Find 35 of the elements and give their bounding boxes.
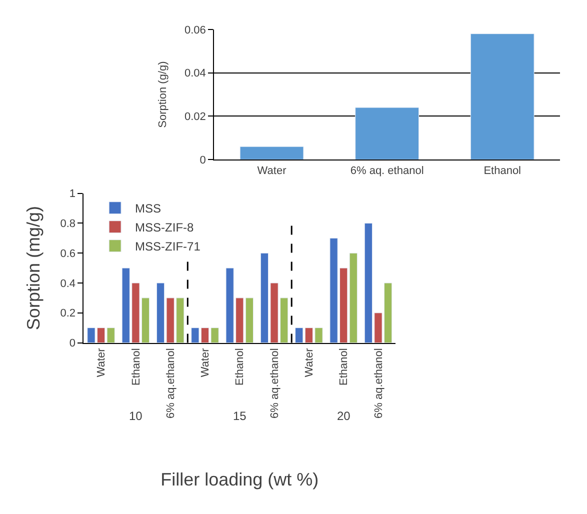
y-tick-label: 0.02 (184, 111, 206, 124)
y-tick-label: 0.8 (60, 218, 76, 230)
y-tick-label: 0 (200, 154, 206, 166)
y-tick-label: 0.6 (60, 248, 76, 260)
text: 15 (233, 409, 247, 423)
legend-label: MSS-ZIF-8 (135, 220, 194, 235)
x-tick-label: Ethanol (338, 348, 350, 386)
x-tick-label: Water (200, 348, 212, 378)
x-tick-label: 6% aq.ethanol (372, 348, 385, 419)
y-tick-label: 1 (69, 188, 76, 200)
x-axis-title: Filler loading (wt %) (160, 470, 319, 490)
x-tick-label: Ethanol (130, 348, 142, 386)
bar (355, 107, 420, 160)
legend-label: MSS-ZIF-71 (135, 240, 201, 254)
bar (470, 34, 534, 160)
x-tick-label: Ethanol (234, 348, 246, 386)
y-tick-label: 0.06 (184, 24, 206, 36)
x-tick-label: Ethanol (484, 164, 522, 177)
text: 20 (337, 409, 351, 423)
x-tick-label: Water (304, 348, 316, 378)
y-tick-label: 0 (69, 338, 76, 350)
text: 10 (129, 409, 143, 423)
legend-label: MSS (135, 202, 162, 216)
y-tick-label: 0.04 (184, 68, 206, 80)
y-tick-label: 0.2 (60, 308, 76, 320)
x-tick-label: 6% aq.ethanol (164, 348, 177, 419)
y-axis-title: Sorption (g/g) (157, 61, 170, 128)
x-tick-label: Water (96, 348, 108, 378)
bar (240, 146, 304, 160)
bar (349, 252, 358, 343)
x-tick-label: 6% aq.ethanol (268, 348, 281, 419)
y-axis-title: Sorption (mg/g) (23, 206, 44, 330)
y-tick-label: 0.4 (60, 278, 76, 290)
x-tick-label: Water (257, 164, 287, 177)
x-tick-label: 6% aq. ethanol (350, 164, 424, 177)
